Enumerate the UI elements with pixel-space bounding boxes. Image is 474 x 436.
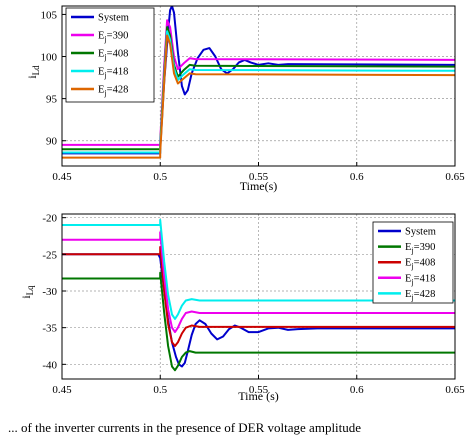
series-group — [62, 218, 455, 372]
x-axis-label: Time (s) — [238, 389, 279, 403]
y-axis-label-main: i — [19, 295, 33, 299]
legend-entry-tail: =408 — [414, 258, 436, 269]
legend-entry-main: E — [98, 67, 104, 78]
y-tick-label: 100 — [41, 52, 58, 64]
legend-box — [65, 7, 155, 103]
legend-entry-main: E — [98, 49, 104, 60]
legend-entry-sub: j — [103, 71, 106, 80]
legend-entry-5: Ej=428 — [405, 289, 435, 302]
series-line-1 — [62, 6, 455, 155]
legend-entry-main: E — [405, 242, 411, 253]
legend-entry-tail: =390 — [414, 242, 436, 253]
x-tick-label: 0.55 — [249, 384, 269, 396]
x-axis-label: Time(s) — [240, 179, 278, 193]
y-tick-label: -35 — [42, 323, 57, 335]
series-line-5 — [62, 34, 455, 159]
legend-entry-main: E — [405, 289, 411, 300]
legend-entry-sub: j — [103, 53, 106, 62]
legend-entry-2: Ej=390 — [98, 31, 128, 44]
legend-entry-tail: =418 — [414, 273, 436, 284]
y-tick-label: 90 — [46, 136, 58, 148]
legend-entry-main: E — [405, 258, 411, 269]
series-line-3 — [62, 246, 455, 347]
figure-caption: ... of the inverter currents in the pres… — [8, 420, 362, 435]
legend-entry-tail: =428 — [107, 85, 129, 96]
legend-entry-tail: =408 — [107, 49, 129, 60]
legend-entry-main: E — [98, 85, 104, 96]
y-axis-label-main: i — [25, 75, 39, 79]
legend-entry-1: System — [405, 227, 436, 238]
legend-entry-tail: =428 — [414, 289, 436, 300]
x-tick-label: 0.45 — [52, 171, 72, 183]
legend-entry-4: Ej=418 — [405, 273, 435, 286]
legend-entry-sub: j — [103, 89, 106, 98]
y-tick-label: -40 — [42, 359, 57, 371]
legend-entry-main: E — [405, 273, 411, 284]
y-axis-label: iLq — [19, 285, 35, 299]
y-axis-label-sub: Ld — [31, 65, 41, 75]
series-group — [62, 6, 455, 159]
series-line-5 — [62, 218, 455, 320]
x-tick-label: 0.5 — [153, 171, 167, 183]
legend-entry-main: E — [98, 31, 104, 42]
x-tick-label: 0.55 — [249, 171, 269, 183]
y-axis-label: iLd — [25, 65, 41, 79]
legend-entry-sub: j — [410, 246, 413, 255]
legend-entry-sub: j — [410, 277, 413, 286]
y-tick-label: -30 — [42, 286, 57, 298]
legend-entry-4: Ej=418 — [98, 67, 128, 80]
x-tick-label: 0.5 — [153, 384, 167, 396]
x-tick-label: 0.45 — [52, 384, 72, 396]
legend-entry-tail: =390 — [107, 31, 129, 42]
y-tick-label: -20 — [42, 213, 57, 225]
legend-entry-main: System — [405, 227, 436, 238]
x-tick-label: 0.65 — [445, 384, 465, 396]
legend-entry-5: Ej=428 — [98, 85, 128, 98]
y-tick-label: 105 — [41, 9, 58, 21]
legend-entry-1: System — [98, 13, 129, 24]
legend-entry-tail: =418 — [107, 67, 129, 78]
y-tick-label: -25 — [42, 249, 57, 261]
series-line-2 — [62, 271, 455, 372]
legend-entry-sub: j — [410, 293, 413, 302]
x-tick-label: 0.6 — [350, 384, 364, 396]
chart-2: 0.45 0.5 0.55 0.6 0.65 -40 -35 -30 -25 -20 Time (s… — [19, 213, 465, 403]
y-axis-label-sub: Lq — [25, 285, 35, 295]
legend-entry-sub: j — [410, 262, 413, 271]
legend-entry-2: Ej=390 — [405, 242, 435, 255]
chart-1: 0.45 0.5 0.55 0.6 0.65 90 95 100 105 Time(s) iLd Sy… — [25, 5, 465, 193]
series-line-4 — [62, 231, 455, 334]
legend-entry-3: Ej=408 — [405, 258, 435, 271]
legend-entry-sub: j — [103, 35, 106, 44]
x-tick-label: 0.6 — [350, 171, 364, 183]
legend-entry-main: System — [98, 13, 129, 24]
legend-entry-3: Ej=408 — [98, 49, 128, 62]
y-tick-label: 95 — [46, 94, 58, 106]
x-tick-label: 0.65 — [445, 171, 465, 183]
